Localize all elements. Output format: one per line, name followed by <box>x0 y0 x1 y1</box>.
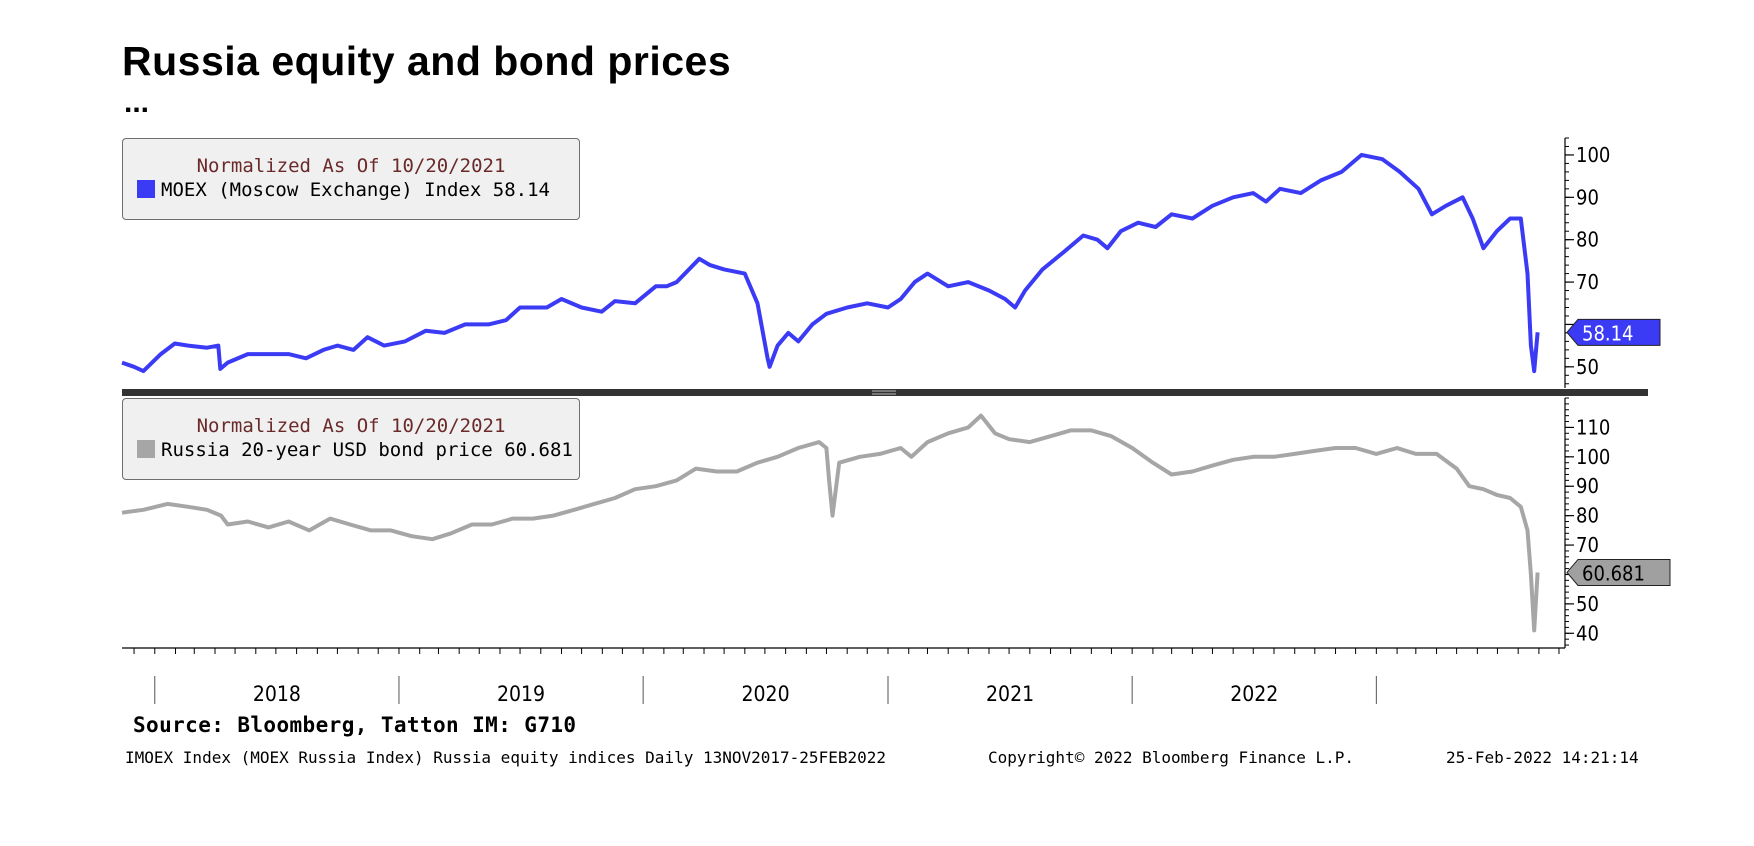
x-year-label: 2019 <box>497 682 545 706</box>
footer-center: Copyright© 2022 Bloomberg Finance L.P. <box>988 748 1355 767</box>
y-tick-label: 90 <box>1576 185 1599 209</box>
y-tick-label: 40 <box>1576 621 1599 645</box>
top-legend: Normalized As Of 10/20/2021 MOEX (Moscow… <box>122 138 580 220</box>
moex-last-value-tag <box>1566 318 1661 346</box>
y-tick-label: 100 <box>1576 143 1610 167</box>
top-legend-header: Normalized As Of 10/20/2021 <box>196 155 506 177</box>
bottom-legend: Normalized As Of 10/20/2021 Russia 20-ye… <box>122 398 580 480</box>
chart-subtitle: ... <box>124 86 150 119</box>
moex-last-value: 58.14 <box>492 179 550 201</box>
moex-last-value-label: 58.14 <box>1582 321 1634 345</box>
bond-last-value-tag <box>1566 558 1671 586</box>
footer-right: 25-Feb-2022 14:21:14 <box>1446 748 1639 767</box>
bottom-legend-entry: Russia 20-year USD bond price 60.681 <box>137 439 579 461</box>
bond-last-value-label: 60.681 <box>1582 561 1645 585</box>
y-tick-label: 50 <box>1576 355 1599 379</box>
top-legend-entry: MOEX (Moscow Exchange) Index 58.14 <box>137 179 579 201</box>
bond-line <box>121 413 1540 633</box>
moex-line <box>121 152 1540 374</box>
bond-series-name: Russia 20-year USD bond price <box>161 439 493 461</box>
bond-last-value: 60.681 <box>504 439 573 461</box>
x-year-label: 2022 <box>1230 682 1278 706</box>
moex-series-name: MOEX (Moscow Exchange) Index <box>161 179 482 201</box>
source-note: Source: Bloomberg, Tatton IM: G710 <box>133 713 577 737</box>
x-year-label: 2021 <box>986 682 1034 706</box>
y-tick-label: 90 <box>1576 474 1599 498</box>
panel-divider <box>122 389 1648 396</box>
bottom-legend-header: Normalized As Of 10/20/2021 <box>196 415 506 437</box>
y-tick-label: 80 <box>1576 228 1599 252</box>
x-year-label: 2018 <box>253 682 301 706</box>
bond-swatch <box>137 440 155 458</box>
y-tick-label: 80 <box>1576 504 1599 528</box>
x-year-label: 2020 <box>742 682 790 706</box>
y-tick-label: 100 <box>1576 445 1610 469</box>
y-tick-label: 50 <box>1576 592 1599 616</box>
y-tick-label: 70 <box>1576 270 1599 294</box>
y-tick-label: 110 <box>1576 415 1610 439</box>
footer-left: IMOEX Index (MOEX Russia Index) Russia e… <box>125 748 886 767</box>
chart-title: Russia equity and bond prices <box>122 38 732 84</box>
y-tick-label: 70 <box>1576 533 1599 557</box>
moex-swatch <box>137 180 155 198</box>
